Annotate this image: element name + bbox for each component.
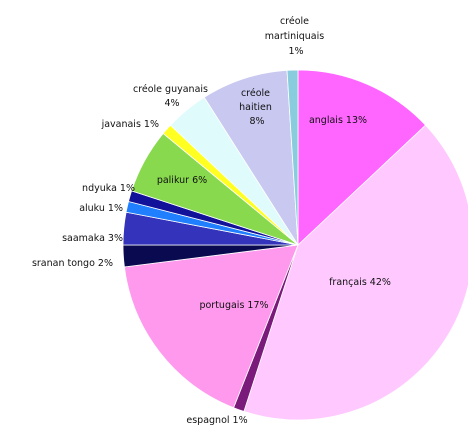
slice-label-saamaka: saamaka 3%: [62, 233, 123, 244]
pie-slice-portugais-17: [123, 244, 299, 409]
slice-label-anglais: anglais 13%: [309, 115, 367, 126]
slice-label-creole-martiniquais: créole martiniquais 1%: [265, 16, 328, 57]
slice-label-portugais: portugais 17%: [199, 300, 268, 311]
slice-label-palikur: palikur 6%: [157, 175, 207, 186]
slice-label-ndyuka: ndyuka 1%: [82, 183, 135, 194]
slice-label-creole-guyanais: créole guyanais 4%: [133, 84, 211, 109]
pie-slices: [122, 69, 468, 421]
pie-slice-cr-ole-martiniquais-1: [286, 69, 299, 246]
slice-label-aluku: aluku 1%: [79, 203, 123, 214]
slice-label-creole-haitien: créole haitien 8%: [239, 88, 275, 127]
slice-label-espagnol: espagnol 1%: [186, 415, 247, 426]
pie-slice-fran-ais-42: [243, 124, 468, 421]
slice-label-javanais: javanais 1%: [101, 119, 159, 130]
slice-label-francais: français 42%: [329, 277, 391, 288]
slice-labels: anglais 13% français 42% espagnol 1% por…: [32, 16, 391, 426]
pie-slice-anglais-13: [297, 69, 427, 246]
slice-label-sranan-tongo: sranan tongo 2%: [32, 258, 113, 269]
